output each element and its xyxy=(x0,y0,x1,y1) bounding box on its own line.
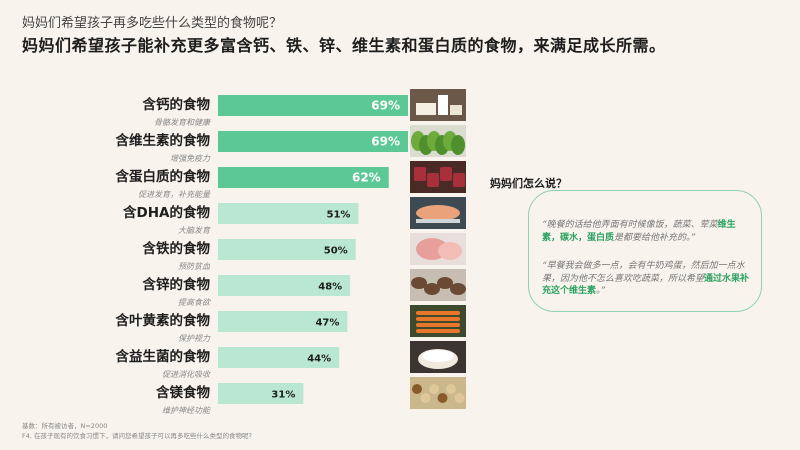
value-label-7: 47% xyxy=(315,318,339,329)
category-label-8: 含益生菌的食物 xyxy=(116,348,211,365)
value-label-6: 48% xyxy=(318,282,342,293)
bar-3 xyxy=(218,167,389,188)
category-sublabel-6: 提高食欲 xyxy=(178,298,211,307)
quote-1-highlight: 维生素，碳水，蛋白质 xyxy=(542,220,736,243)
value-label-1: 69% xyxy=(371,99,400,113)
tofu-milk-icon xyxy=(410,89,466,121)
category-sublabel-2: 增强免疫力 xyxy=(170,154,211,163)
category-sublabel-7: 保护视力 xyxy=(178,334,211,343)
greens-icon xyxy=(410,125,466,157)
quote-1-text-b: 是都要给他补充的。” xyxy=(614,232,696,243)
value-label-9: 31% xyxy=(271,390,295,401)
value-label-3: 62% xyxy=(352,171,381,185)
value-label-8: 44% xyxy=(307,354,331,365)
category-sublabel-4: 大脑发育 xyxy=(178,226,212,235)
page-title: 妈妈们希望孩子能补充更多富含钙、铁、锌、维生素和蛋白质的食物，来满足成长所需。 xyxy=(22,36,666,55)
bar-4 xyxy=(218,203,359,224)
quote-2-highlight: 通过水果补充这个维生素 xyxy=(542,273,750,297)
value-label-4: 51% xyxy=(326,210,350,221)
quote-2-text-a: “早餐我会做多一点，会有牛奶鸡蛋，然后加一点水果，因为他不怎么喜欢吃蔬菜，所以希… xyxy=(542,261,745,284)
quote-heading: 妈妈们怎么说？ xyxy=(490,177,567,190)
quote-panel xyxy=(528,190,762,312)
quote-1-text-a: “晚餐的话给他弄面有时候像饭，蔬菜、荤菜 xyxy=(542,220,718,230)
value-label-5: 50% xyxy=(324,246,348,257)
bar-8 xyxy=(218,347,340,368)
category-label-7: 含叶黄素的食物 xyxy=(116,312,211,329)
yogurt-icon xyxy=(410,341,466,373)
quote-2: “早餐我会做多一点，会有牛奶鸡蛋，然后加一点水果，因为他不怎么喜欢吃蔬菜，所以希… xyxy=(542,260,752,298)
category-sublabel-3: 促进发育，补充能量 xyxy=(138,190,211,199)
bar-7 xyxy=(218,311,348,332)
footnote-question: F4. 在孩子现有的饮食习惯下，请问您希望孩子可以再多吃些什么类型的食物呢？ xyxy=(22,432,256,440)
bar-9 xyxy=(218,383,304,404)
bar-6 xyxy=(218,275,351,296)
pork-icon xyxy=(410,233,466,265)
category-sublabel-1: 骨骼发育和健康 xyxy=(154,118,212,127)
footnote-base: 基数：所有被访者，N=2000 xyxy=(22,422,108,430)
category-label-1: 含钙的食物 xyxy=(143,96,211,113)
category-label-4: 含DHA的食物 xyxy=(123,204,210,221)
page-subtitle: 妈妈们希望孩子再多吃些什么类型的食物呢？ xyxy=(22,16,283,31)
value-label-2: 69% xyxy=(371,135,400,149)
bar-5 xyxy=(218,239,356,260)
category-sublabel-5: 预防贫血 xyxy=(178,262,211,271)
category-label-6: 含锌的食物 xyxy=(143,276,211,293)
bar-1 xyxy=(218,95,408,116)
carrot-icon xyxy=(410,305,466,337)
quote-2-text-b: 。” xyxy=(596,286,606,296)
mushroom-icon xyxy=(410,269,466,301)
fish-icon xyxy=(410,197,466,229)
category-label-5: 含铁的食物 xyxy=(143,240,211,257)
category-label-2: 含维生素的食物 xyxy=(116,132,211,149)
quote-1: “晚餐的话给他弄面有时候像饭，蔬菜、荤菜维生素，碳水，蛋白质是都要给他补充的。” xyxy=(542,219,752,244)
category-label-9: 含镁食物 xyxy=(156,384,210,401)
category-sublabel-9: 维护神经功能 xyxy=(162,406,211,415)
nuts-icon xyxy=(410,377,466,409)
meat-icon xyxy=(410,161,466,193)
bar-2 xyxy=(218,131,408,152)
category-label-3: 含蛋白质的食物 xyxy=(116,168,211,185)
category-sublabel-8: 促进消化吸收 xyxy=(162,370,211,379)
